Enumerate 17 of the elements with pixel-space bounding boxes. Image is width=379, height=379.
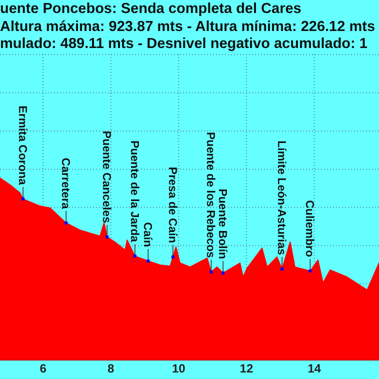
annotation: Ermita Corona bbox=[16, 106, 28, 186]
annotation: Límite León-Asturias bbox=[275, 140, 288, 255]
x-tick-label: 10 bbox=[172, 362, 186, 376]
annotation: Carretera bbox=[59, 158, 72, 210]
x-tick-label: 6 bbox=[40, 362, 47, 376]
annotation: Caín bbox=[141, 222, 154, 247]
annotation: Presa de Caín bbox=[166, 166, 178, 243]
chart-title: uente Poncebos: Senda completa del Cares bbox=[0, 1, 302, 17]
x-tick-label: 8 bbox=[108, 362, 115, 376]
annotation: Puente de los Rebecos bbox=[204, 132, 216, 258]
annotation: Puente Canceles bbox=[100, 130, 112, 223]
annotation: Culiembro bbox=[303, 200, 316, 257]
chart-subtitle: Altura máxima: 923.87 mts - Altura mínima: 226.12 mts mulado: 489.11 mts - Desnivel negativo acumulado: 1 bbox=[0, 19, 376, 52]
x-tick-label: 12 bbox=[240, 362, 254, 376]
x-tick-label: 14 bbox=[308, 362, 322, 376]
annotation: Puente Bolín bbox=[216, 188, 228, 260]
annotation: Puente de la Jarda bbox=[128, 140, 140, 243]
